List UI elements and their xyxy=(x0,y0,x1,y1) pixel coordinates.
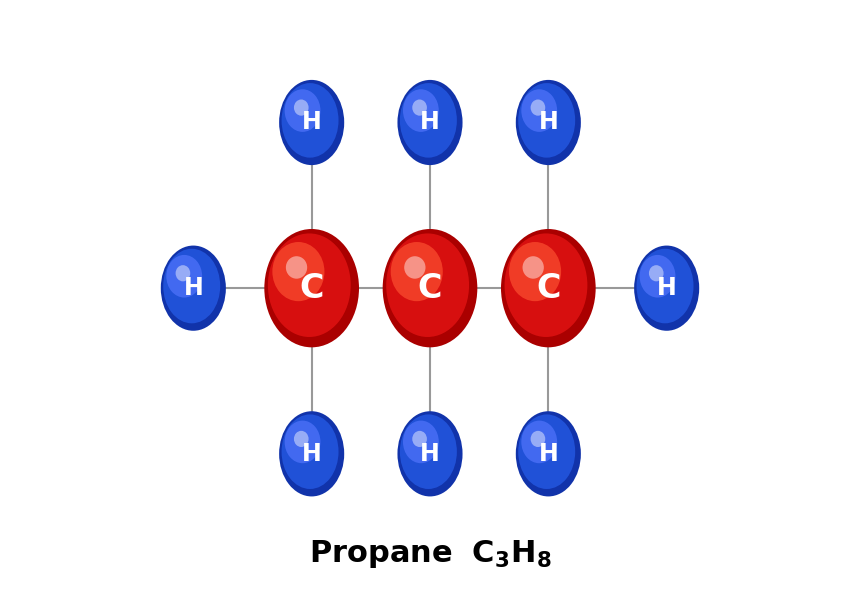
Ellipse shape xyxy=(521,89,557,132)
Ellipse shape xyxy=(640,255,675,298)
Ellipse shape xyxy=(501,229,596,347)
Ellipse shape xyxy=(649,265,664,281)
Ellipse shape xyxy=(294,431,309,447)
Text: C: C xyxy=(299,272,324,305)
Ellipse shape xyxy=(383,229,477,347)
Ellipse shape xyxy=(519,83,575,158)
Ellipse shape xyxy=(519,415,575,489)
Ellipse shape xyxy=(516,411,580,496)
Ellipse shape xyxy=(516,80,580,165)
Ellipse shape xyxy=(400,83,457,158)
Ellipse shape xyxy=(397,80,463,165)
Text: H: H xyxy=(421,442,439,466)
Ellipse shape xyxy=(267,233,351,337)
Text: $\mathbf{Propane\ \ C_3H_8}$: $\mathbf{Propane\ \ C_3H_8}$ xyxy=(309,538,551,571)
Ellipse shape xyxy=(280,411,344,496)
Ellipse shape xyxy=(636,249,693,323)
Ellipse shape xyxy=(400,415,457,489)
Text: H: H xyxy=(538,442,558,466)
Ellipse shape xyxy=(390,242,443,301)
Ellipse shape xyxy=(404,256,426,278)
Ellipse shape xyxy=(531,100,545,116)
Ellipse shape xyxy=(397,411,463,496)
Ellipse shape xyxy=(634,245,699,331)
Ellipse shape xyxy=(509,242,561,301)
Ellipse shape xyxy=(163,249,220,323)
Ellipse shape xyxy=(161,245,226,331)
Ellipse shape xyxy=(521,421,557,463)
Ellipse shape xyxy=(505,233,587,337)
Text: H: H xyxy=(538,110,558,134)
Ellipse shape xyxy=(285,89,321,132)
Ellipse shape xyxy=(264,229,359,347)
Ellipse shape xyxy=(412,100,427,116)
Text: C: C xyxy=(418,272,442,305)
Ellipse shape xyxy=(175,265,190,281)
Text: H: H xyxy=(302,110,322,134)
Ellipse shape xyxy=(523,256,544,278)
Ellipse shape xyxy=(412,431,427,447)
Ellipse shape xyxy=(286,256,307,278)
Ellipse shape xyxy=(294,100,309,116)
Text: H: H xyxy=(302,442,322,466)
Ellipse shape xyxy=(273,242,324,301)
Text: C: C xyxy=(536,272,561,305)
Text: H: H xyxy=(421,110,439,134)
Ellipse shape xyxy=(403,89,439,132)
Text: H: H xyxy=(657,276,677,300)
Ellipse shape xyxy=(281,83,339,158)
Ellipse shape xyxy=(166,255,202,298)
Text: H: H xyxy=(183,276,203,300)
Ellipse shape xyxy=(531,431,545,447)
Ellipse shape xyxy=(386,233,469,337)
Ellipse shape xyxy=(403,421,439,463)
Ellipse shape xyxy=(285,421,321,463)
Ellipse shape xyxy=(280,80,344,165)
Ellipse shape xyxy=(281,415,339,489)
